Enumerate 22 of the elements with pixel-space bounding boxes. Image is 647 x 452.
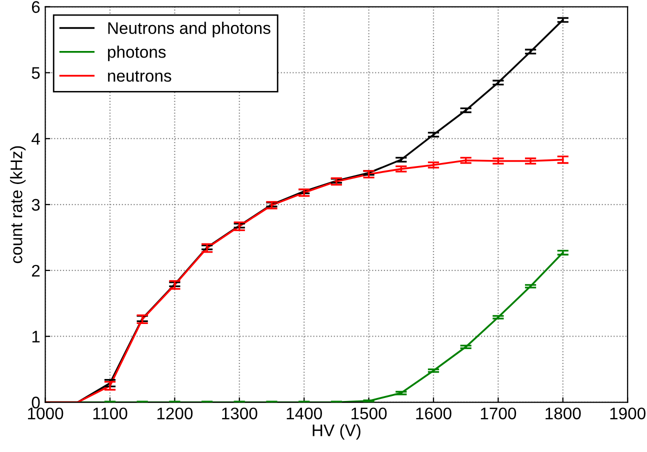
x-axis-title: HV (V) — [312, 424, 360, 440]
legend-label: neutrons — [108, 70, 172, 82]
y-tick-label: 2 — [32, 264, 40, 276]
x-tick-label: 1500 — [352, 408, 387, 420]
y-axis-title: count rate (kHz) — [10, 146, 26, 264]
x-tick-label: 1600 — [416, 408, 452, 420]
y-tick-label: 0 — [32, 396, 40, 408]
y-tick-label: 5 — [32, 67, 40, 79]
legend-label: photons — [108, 46, 166, 62]
y-tick-label: 4 — [32, 133, 40, 145]
x-tick-label: 1100 — [93, 408, 128, 420]
x-tick-label: 1800 — [546, 408, 581, 420]
y-tick-label: 3 — [32, 198, 40, 211]
x-tick-label: 1200 — [157, 408, 193, 420]
x-tick-label: 1400 — [286, 408, 322, 420]
y-tick-label: 1 — [32, 330, 40, 342]
x-tick-label: 1900 — [610, 408, 646, 420]
x-tick-label: 1700 — [480, 408, 516, 420]
legend-label: Neutrons and photons — [108, 22, 270, 38]
y-tick-label: 6 — [32, 1, 40, 13]
x-tick-label: 1000 — [28, 408, 64, 420]
x-tick-label: 1300 — [222, 408, 258, 420]
